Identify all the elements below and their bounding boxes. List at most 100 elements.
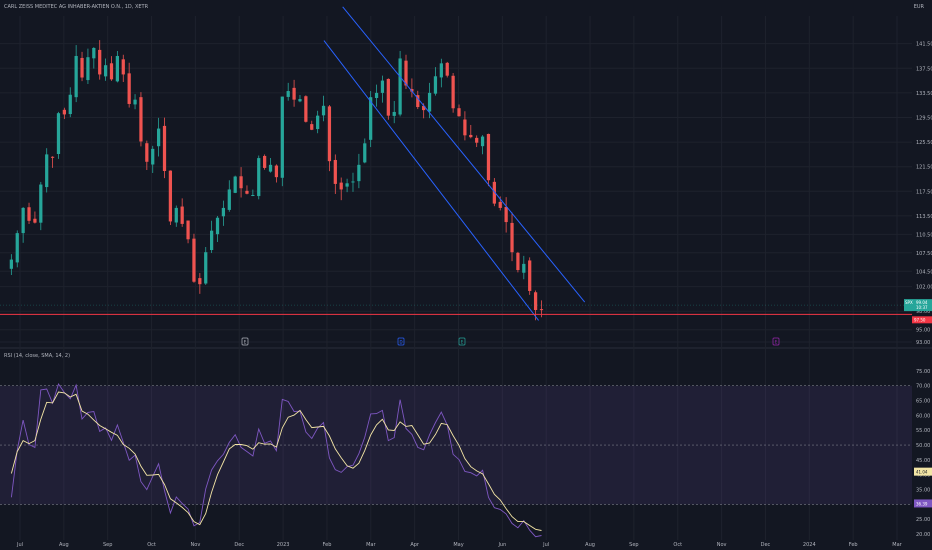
- candle-body: [286, 91, 290, 97]
- rsi-y-tick-label: 75.00: [916, 369, 930, 375]
- channel-line: [323, 40, 539, 321]
- x-tick-label: Oct: [147, 542, 156, 548]
- rsi-sma-line: [10, 391, 542, 531]
- support-price-badge: [912, 316, 932, 324]
- candle-body: [186, 220, 190, 240]
- candle-body: [304, 96, 308, 122]
- candle-body: [121, 59, 125, 75]
- y-tick-label: 117.50: [916, 189, 932, 195]
- chart-title: CARL ZEISS MEDITEC AG INHABER-AKTIEN O.N…: [4, 4, 149, 10]
- candle-body: [439, 63, 443, 78]
- candle-body: [80, 57, 84, 78]
- event-marker: [241, 337, 249, 346]
- x-tick-label: Dec: [234, 542, 244, 548]
- x-tick-label: Mar: [366, 542, 376, 548]
- candle-body: [374, 92, 379, 98]
- event-marker-label: E: [775, 340, 778, 345]
- y-tick-label: 95.00: [916, 328, 930, 334]
- last-price-badge: [904, 299, 932, 312]
- last-price-symbol: SPX: [905, 300, 913, 305]
- support-price-value: 97.50: [914, 317, 926, 322]
- candle-body: [504, 206, 508, 223]
- y-tick-label: 125.50: [916, 140, 932, 146]
- rsi-line: [10, 382, 542, 538]
- candle-body: [27, 207, 31, 221]
- event-marker: [772, 337, 780, 346]
- candle-body: [386, 78, 390, 116]
- rsi-y-tick-label: 55.00: [916, 428, 930, 434]
- candle-body: [327, 106, 332, 162]
- candle-body: [345, 183, 349, 187]
- rsi-y-tick-label: 35.00: [916, 488, 930, 494]
- x-tick-label: Aug: [585, 542, 595, 548]
- candle-body: [109, 63, 114, 80]
- candle-body: [522, 263, 526, 273]
- x-tick-label: Aug: [59, 542, 69, 548]
- candle-body: [363, 143, 367, 163]
- y-tick-label: 102.00: [916, 285, 932, 291]
- rsi-y-tick-label: 65.00: [916, 399, 930, 405]
- candle-body: [310, 124, 314, 130]
- rsi-value: 36.39: [916, 501, 928, 506]
- candle-body: [68, 94, 72, 115]
- candle-body: [204, 252, 208, 284]
- candle-body: [9, 259, 13, 269]
- event-marker-label: E: [461, 340, 464, 345]
- y-tick-label: 107.50: [916, 251, 932, 257]
- candle-body: [433, 76, 438, 94]
- x-tick-label: Oct: [673, 542, 682, 548]
- candle-body: [510, 222, 514, 253]
- rsi-pane[interactable]: [0, 382, 912, 538]
- candle-body: [404, 60, 408, 86]
- x-tick-label: 2023: [277, 542, 290, 548]
- x-tick-label: Apr: [410, 542, 420, 548]
- x-tick-label: Jul: [16, 542, 23, 548]
- event-marker-label: D: [399, 340, 402, 345]
- y-tick-label: 129.50: [916, 115, 932, 121]
- candle-body: [410, 89, 414, 92]
- candle-body: [351, 181, 355, 183]
- candle-body: [486, 133, 491, 181]
- last-price-value: 99.04: [916, 300, 928, 305]
- candle-body: [463, 119, 467, 136]
- candle-body: [339, 182, 343, 190]
- x-tick-label: Sep: [629, 542, 638, 548]
- candle-body: [369, 97, 373, 140]
- candle-body: [416, 95, 420, 108]
- candle-body: [469, 134, 473, 138]
- candle-body: [422, 105, 426, 111]
- event-marker-label: E: [244, 340, 247, 345]
- rsi-y-tick-label: 70.00: [916, 384, 930, 390]
- x-tick-label: Dec: [761, 542, 771, 548]
- event-marker: [458, 337, 466, 346]
- candle-body: [445, 62, 449, 76]
- candle-body: [227, 189, 231, 210]
- candle-body: [398, 58, 402, 115]
- candle-body: [15, 233, 19, 263]
- y-tick-label: 133.50: [916, 91, 932, 97]
- y-tick-label: 141.50: [916, 42, 932, 48]
- candle-body: [98, 49, 102, 75]
- rsi-sma-value: 41.04: [916, 470, 928, 475]
- candle-body: [50, 156, 55, 158]
- rsi-y-tick-label: 60.00: [916, 413, 930, 419]
- candle-body: [168, 170, 173, 222]
- y-tick-label: 121.50: [916, 165, 932, 171]
- candle-body: [392, 111, 396, 116]
- candle-body: [316, 115, 320, 130]
- channel-line: [342, 6, 586, 303]
- candle-body: [492, 181, 496, 204]
- candle-body: [333, 159, 337, 184]
- y-tick-label: 93.00: [916, 340, 930, 346]
- candle-body: [174, 207, 178, 223]
- candle-body: [528, 260, 532, 291]
- candle-body: [210, 230, 214, 251]
- candle-body: [198, 278, 202, 285]
- x-tick-label: Jun: [497, 542, 506, 548]
- candle-body: [215, 217, 220, 235]
- x-tick-label: Nov: [717, 542, 727, 548]
- candle-body: [233, 176, 237, 193]
- candle-body: [533, 292, 538, 311]
